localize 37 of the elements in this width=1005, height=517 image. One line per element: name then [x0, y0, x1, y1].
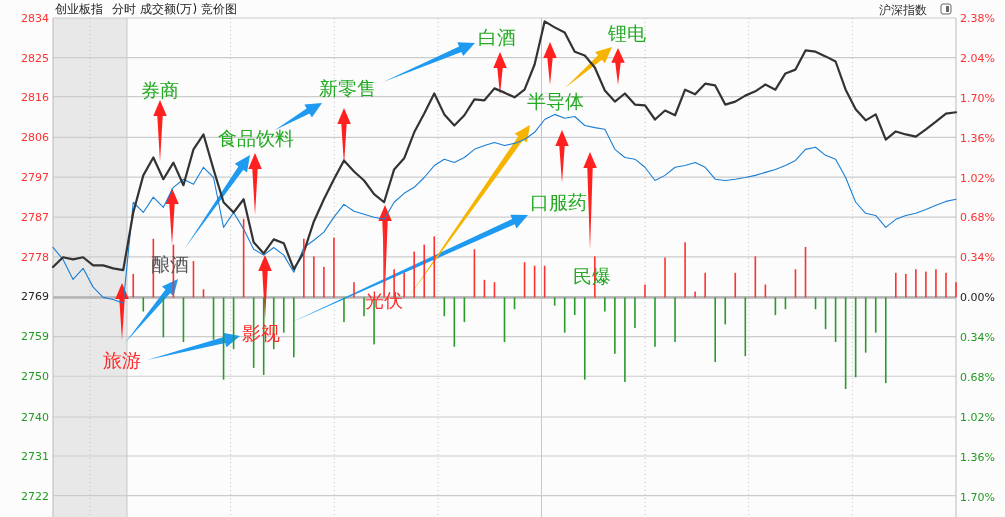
- y-tick-label: 2806: [21, 131, 49, 145]
- annotation: 新零售: [318, 76, 376, 99]
- y2-tick-label: 1.02%: [960, 411, 995, 425]
- y2-tick-label: 2.38%: [960, 11, 995, 25]
- y-tick-label: 2740: [21, 410, 49, 424]
- annotation: 白酒: [478, 25, 516, 48]
- y-tick-label: 2722: [21, 489, 49, 503]
- y-tick-label: 2787: [21, 211, 49, 225]
- y2-tick-label: 0.68%: [960, 211, 995, 225]
- y2-tick-label: 0.68%: [960, 371, 995, 385]
- y-tick-label: 2834: [21, 11, 49, 25]
- y2-tick-label: 0.00%: [960, 291, 995, 305]
- y-tick-label: 2759: [21, 330, 49, 344]
- y-tick-label: 2797: [21, 170, 49, 184]
- chart-title: 创业板指: [55, 2, 103, 16]
- y-tick-label: 2769: [21, 290, 49, 304]
- chart-subtitle: 分时 成交额(万) 竞价图: [112, 2, 237, 16]
- y-tick-label: 2778: [21, 250, 49, 264]
- y2-tick-label: 1.70%: [960, 490, 995, 504]
- y2-tick-label: 0.34%: [960, 251, 995, 265]
- text: 沪深指数: [879, 3, 927, 18]
- y2-tick-label: 1.70%: [960, 91, 995, 105]
- y-tick-label: 2825: [21, 51, 49, 65]
- y2-tick-label: 1.02%: [960, 171, 995, 185]
- y-tick-label: 2731: [21, 449, 49, 463]
- y2-tick-label: 1.36%: [960, 450, 995, 464]
- y2-tick-label: 0.34%: [960, 331, 995, 345]
- y-tick-label: 2816: [21, 90, 49, 104]
- y-tick-label: 2750: [21, 370, 49, 384]
- y2-tick-label: 2.04%: [960, 51, 995, 65]
- annotation: 券商: [141, 78, 179, 101]
- annotation: 旅游: [103, 348, 141, 371]
- annotation: 半导体: [526, 89, 584, 112]
- annotation: 锂电: [607, 21, 646, 44]
- y2-tick-label: 1.36%: [960, 131, 995, 145]
- annotation: 食品饮料: [218, 126, 294, 149]
- annotation: 口服药: [529, 190, 587, 213]
